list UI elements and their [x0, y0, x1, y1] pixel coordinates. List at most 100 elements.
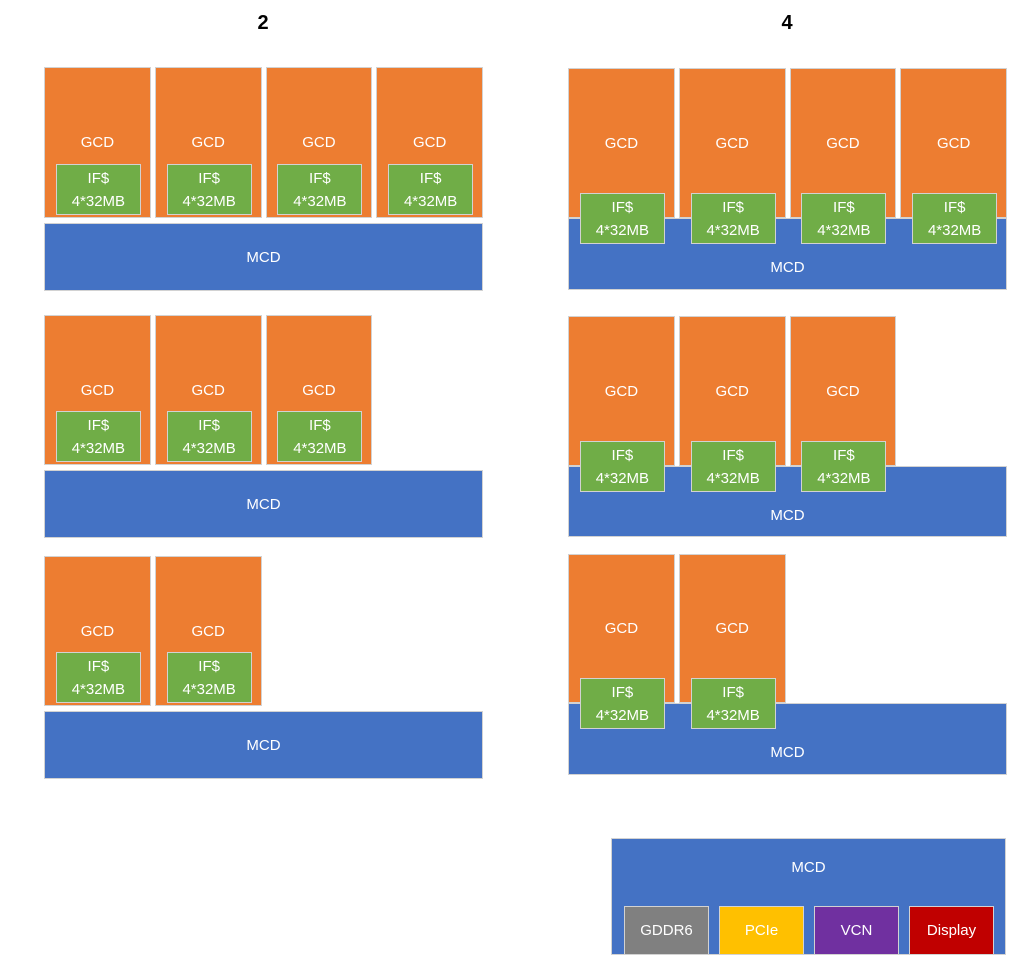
- mcd-label: MCD: [246, 736, 281, 754]
- ifs-label-line2: 4*32MB: [182, 192, 236, 210]
- ifs-label-line2: 4*32MB: [706, 469, 760, 487]
- io-mcd-label-wrap: MCD: [612, 839, 1005, 895]
- ifs-label-line1: IF$: [198, 169, 220, 187]
- gcd-block: GCD IF$ 4*32MB: [265, 67, 373, 218]
- ifs-label-line2: 4*32MB: [71, 192, 126, 210]
- vcn-block: VCN: [814, 906, 899, 955]
- ifs-label-line2: 4*32MB: [595, 469, 650, 487]
- gcd-block: GCD IF$ 4*32MB: [568, 554, 675, 729]
- infinity-cache-block: IF$ 4*32MB: [277, 411, 363, 462]
- ifs-label-line1: IF$: [309, 416, 331, 434]
- ifs-label-line2: 4*32MB: [71, 439, 126, 457]
- ifs-label-line2: 4*32MB: [71, 680, 126, 698]
- ifs-label-line1: IF$: [722, 683, 744, 701]
- pcie-label: PCIe: [744, 922, 779, 939]
- gcd-label: GCD: [715, 134, 749, 152]
- ifs-label-line1: IF$: [87, 169, 110, 187]
- gcd-block: GCD IF$ 4*32MB: [568, 68, 675, 244]
- ifs-label-line1: IF$: [943, 198, 966, 216]
- ifs-label-line1: IF$: [198, 657, 220, 675]
- gcd-block: GCD IF$ 4*32MB: [678, 68, 786, 244]
- gcd-block: GCD IF$ 4*32MB: [44, 556, 151, 706]
- infinity-cache-block: IF$ 4*32MB: [690, 441, 776, 492]
- mcd-label-wrap: MCD: [45, 712, 482, 778]
- mcd-label: MCD: [246, 495, 281, 513]
- ifs-label-line2: 4*32MB: [293, 192, 347, 210]
- infinity-cache-block: IF$ 4*32MB: [579, 441, 665, 492]
- gcd-label: GCD: [80, 381, 115, 399]
- pcie-block: PCIe: [719, 906, 804, 955]
- ifs-label-line1: IF$: [309, 169, 331, 187]
- infinity-cache-block: IF$ 4*32MB: [277, 164, 363, 215]
- mcd-label-wrap: MCD: [569, 731, 1006, 774]
- gcd-block: GCD IF$ 4*32MB: [789, 316, 897, 492]
- ifs-label-line1: IF$: [611, 683, 634, 701]
- infinity-cache-block: IF$ 4*32MB: [801, 441, 887, 492]
- ifs-label-line1: IF$: [833, 198, 855, 216]
- ifs-label-line1: IF$: [611, 446, 634, 464]
- mcd-label: MCD: [246, 248, 281, 266]
- gcd-label: GCD: [191, 134, 225, 151]
- gcd-label: GCD: [936, 134, 971, 152]
- gcd-label: GCD: [412, 134, 447, 151]
- ifs-label-line2: 4*32MB: [595, 221, 650, 239]
- gcd-block: GCD IF$ 4*32MB: [900, 68, 1007, 244]
- gcd-block: GCD IF$ 4*32MB: [678, 316, 786, 492]
- ifs-label-line1: IF$: [87, 416, 110, 434]
- gddr6-block: GDDR6: [624, 906, 709, 955]
- infinity-cache-block: IF$ 4*32MB: [388, 164, 474, 215]
- ifs-label-line2: 4*32MB: [706, 706, 760, 724]
- gcd-block: GCD IF$ 4*32MB: [789, 68, 897, 244]
- ifs-label-line2: 4*32MB: [595, 706, 650, 724]
- gcd-label: GCD: [826, 382, 860, 400]
- gcd-label: GCD: [302, 381, 336, 399]
- gcd-label: GCD: [80, 134, 115, 151]
- ifs-label-line2: 4*32MB: [817, 469, 871, 487]
- gcd-block: GCD IF$ 4*32MB: [568, 316, 675, 492]
- mcd-label: MCD: [770, 259, 805, 276]
- gcd-label: GCD: [604, 134, 639, 152]
- ifs-label-line2: 4*32MB: [182, 439, 236, 457]
- ifs-label-line2: 4*32MB: [927, 221, 982, 239]
- mcd-label: MCD: [770, 744, 805, 761]
- ifs-label-line2: 4*32MB: [706, 221, 760, 239]
- ifs-label-line2: 4*32MB: [403, 192, 458, 210]
- ifs-label-line1: IF$: [87, 657, 110, 675]
- infinity-cache-block: IF$ 4*32MB: [55, 652, 141, 703]
- ifs-label-line1: IF$: [833, 446, 855, 464]
- infinity-cache-block: IF$ 4*32MB: [166, 652, 252, 703]
- infinity-cache-block: IF$ 4*32MB: [579, 678, 665, 729]
- io-mcd-label: MCD: [791, 858, 826, 876]
- mcd-bar: MCD: [44, 223, 483, 291]
- infinity-cache-block: IF$ 4*32MB: [690, 193, 776, 244]
- infinity-cache-block: IF$ 4*32MB: [55, 164, 141, 215]
- infinity-cache-block: IF$ 4*32MB: [912, 193, 998, 244]
- infinity-cache-block: IF$ 4*32MB: [690, 678, 776, 729]
- gcd-label: GCD: [715, 382, 749, 400]
- gcd-block: GCD IF$ 4*32MB: [44, 315, 151, 465]
- gcd-block: GCD IF$ 4*32MB: [154, 315, 262, 465]
- infinity-cache-block: IF$ 4*32MB: [801, 193, 887, 244]
- gddr6-label: GDDR6: [640, 922, 693, 939]
- gcd-block: GCD IF$ 4*32MB: [376, 67, 483, 218]
- ifs-label-line1: IF$: [419, 169, 442, 187]
- ifs-label-line2: 4*32MB: [817, 221, 871, 239]
- gcd-label: GCD: [191, 381, 225, 399]
- gcd-label: GCD: [604, 620, 639, 637]
- mcd-label-wrap: MCD: [45, 224, 482, 290]
- gcd-label: GCD: [191, 622, 225, 640]
- column-header-right: 4: [781, 12, 793, 34]
- gcd-label: GCD: [302, 134, 336, 151]
- display-label: Display: [926, 922, 977, 939]
- io-mcd-block: MCD GDDR6 PCIe VCN Display: [611, 838, 1006, 955]
- vcn-label: VCN: [840, 922, 873, 939]
- infinity-cache-block: IF$ 4*32MB: [579, 193, 665, 244]
- infinity-cache-block: IF$ 4*32MB: [166, 164, 252, 215]
- gcd-label: GCD: [826, 134, 860, 152]
- gcd-block: GCD IF$ 4*32MB: [678, 554, 786, 729]
- ifs-label-line2: 4*32MB: [182, 680, 236, 698]
- gcd-block: GCD IF$ 4*32MB: [154, 67, 262, 218]
- ifs-label-line2: 4*32MB: [293, 439, 347, 457]
- gcd-label: GCD: [604, 382, 639, 400]
